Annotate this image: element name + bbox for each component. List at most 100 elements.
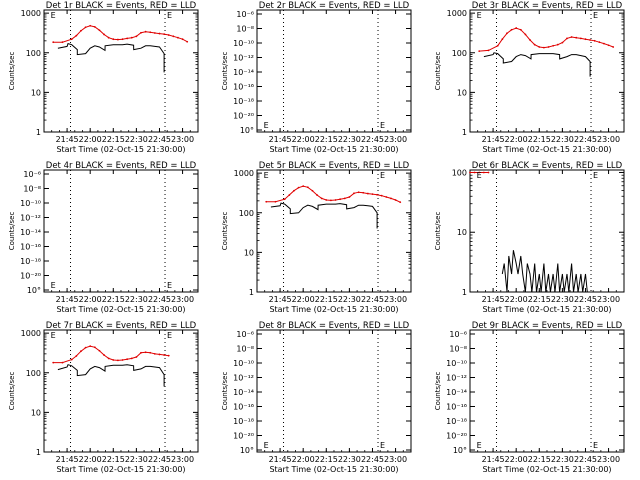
lld-point [575, 36, 578, 39]
lld-point [167, 34, 170, 36]
lld-point [380, 194, 383, 197]
lld-point [158, 32, 161, 35]
lld-point [496, 44, 499, 47]
lld-point [107, 357, 110, 360]
lld-point [149, 31, 152, 34]
lld-point [302, 185, 305, 188]
lld-point [112, 359, 115, 361]
y-tick-label: 10⁻¹² [233, 54, 254, 63]
x-tick-label: 22:45 [148, 295, 171, 304]
panel-title: Det 8r BLACK = Events, RED = LLD [259, 321, 410, 331]
x-tick-label: 21:45 [56, 135, 79, 144]
lld-point [339, 198, 342, 201]
y-tick-label: 10⁻⁸ [236, 25, 254, 34]
x-tick-label: 22:00 [292, 295, 315, 304]
e-marker: E [593, 171, 598, 180]
lld-point [399, 201, 402, 204]
events-series-line [501, 250, 591, 293]
y-tick-label: 10 [457, 228, 467, 237]
lld-point [524, 33, 527, 36]
y-tick-label: 10⁻¹⁰ [20, 199, 41, 208]
lld-point [473, 171, 476, 174]
y-tick-label: 10⁻¹⁴ [233, 68, 254, 77]
lld-point [510, 28, 513, 31]
lld-point [274, 200, 277, 203]
x-tick-label: 22:30 [125, 295, 148, 304]
y-tick-label: 1000 [447, 9, 467, 18]
lld-series-line [53, 25, 188, 43]
lld-point [566, 37, 568, 40]
axes-frame [43, 169, 199, 293]
lld-point [149, 351, 152, 354]
lld-point [186, 40, 189, 43]
y-tick-label: 100 [239, 209, 254, 218]
lld-point [117, 38, 119, 41]
y-tick-label: 10⁻¹² [446, 374, 467, 383]
x-tick-label: 22:30 [338, 135, 361, 144]
lld-point [153, 352, 156, 355]
lld-point [589, 39, 591, 41]
x-tick-label: 22:30 [551, 135, 574, 144]
y-tick-label: 10⁻²⁰ [446, 432, 467, 441]
e-marker: E [380, 441, 385, 450]
y-tick-label: 10⁻¹⁶ [20, 243, 41, 252]
x-tick-label: 22:15 [528, 135, 551, 144]
lld-point [130, 357, 133, 360]
e-marker: E [51, 331, 56, 340]
panel-title: Det 5r BLACK = Events, RED = LLD [259, 161, 410, 171]
lld-point [172, 35, 175, 38]
x-tick-label: 22:00 [505, 295, 528, 304]
e-marker: E [477, 441, 482, 450]
y-axis-label: Counts/sec [221, 212, 229, 251]
x-tick-label: 23:00 [384, 295, 407, 304]
y-tick-label: 10⁻¹⁴ [20, 228, 41, 237]
lld-point [487, 171, 490, 174]
lld-point [117, 359, 119, 362]
y-tick-label: 10⁻⁸ [23, 185, 41, 194]
y-tick-label: 10⁻²⁰ [20, 272, 41, 281]
events-series-line [57, 42, 165, 73]
lld-point [529, 39, 531, 41]
axes-frame [469, 9, 625, 133]
lld-point [84, 346, 87, 349]
lld-point [538, 46, 541, 48]
x-tick-label: 22:15 [315, 455, 338, 464]
lld-point [181, 38, 184, 41]
x-tick-label: 22:15 [102, 295, 125, 304]
lld-point [478, 171, 481, 174]
x-tick-label: 23:00 [597, 295, 620, 304]
x-tick-label: 23:00 [597, 135, 620, 144]
lld-point [158, 353, 161, 356]
x-tick-label: 21:45 [269, 295, 292, 304]
x-tick-label: 23:00 [384, 135, 407, 144]
lld-point [506, 32, 508, 35]
lld-point [283, 198, 286, 201]
e-marker: E [380, 121, 385, 130]
panel-det-5: Det 5r BLACK = Events, RED = LLD 21:45 22:… [221, 161, 412, 314]
lld-point [469, 171, 471, 174]
y-tick-label: 1000 [234, 169, 254, 178]
events-series-line [57, 364, 165, 387]
y-tick-label: 10⁻⁶ [236, 330, 254, 339]
axes-frame [469, 329, 625, 453]
y-tick-label: 10⁻¹⁰ [233, 39, 254, 48]
lld-point [297, 186, 300, 189]
lld-point [75, 355, 78, 357]
lld-point [570, 36, 573, 38]
lld-point [80, 350, 82, 353]
lld-point [366, 192, 369, 195]
x-tick-label: 22:45 [574, 295, 597, 304]
panel-title: Det 3r BLACK = Events, RED = LLD [472, 1, 623, 11]
lld-point [482, 171, 485, 174]
y-tick-label: 10⁻⁸ [449, 345, 467, 354]
x-axis-label: Start Time (02-Oct-15 21:30:00) [56, 465, 185, 474]
lld-point [130, 36, 133, 39]
y-tick-label: 10⁻¹⁶ [233, 83, 254, 92]
y-tick-label: 1 [249, 288, 254, 297]
y-tick-label: 10⁻¹⁸ [233, 417, 254, 426]
